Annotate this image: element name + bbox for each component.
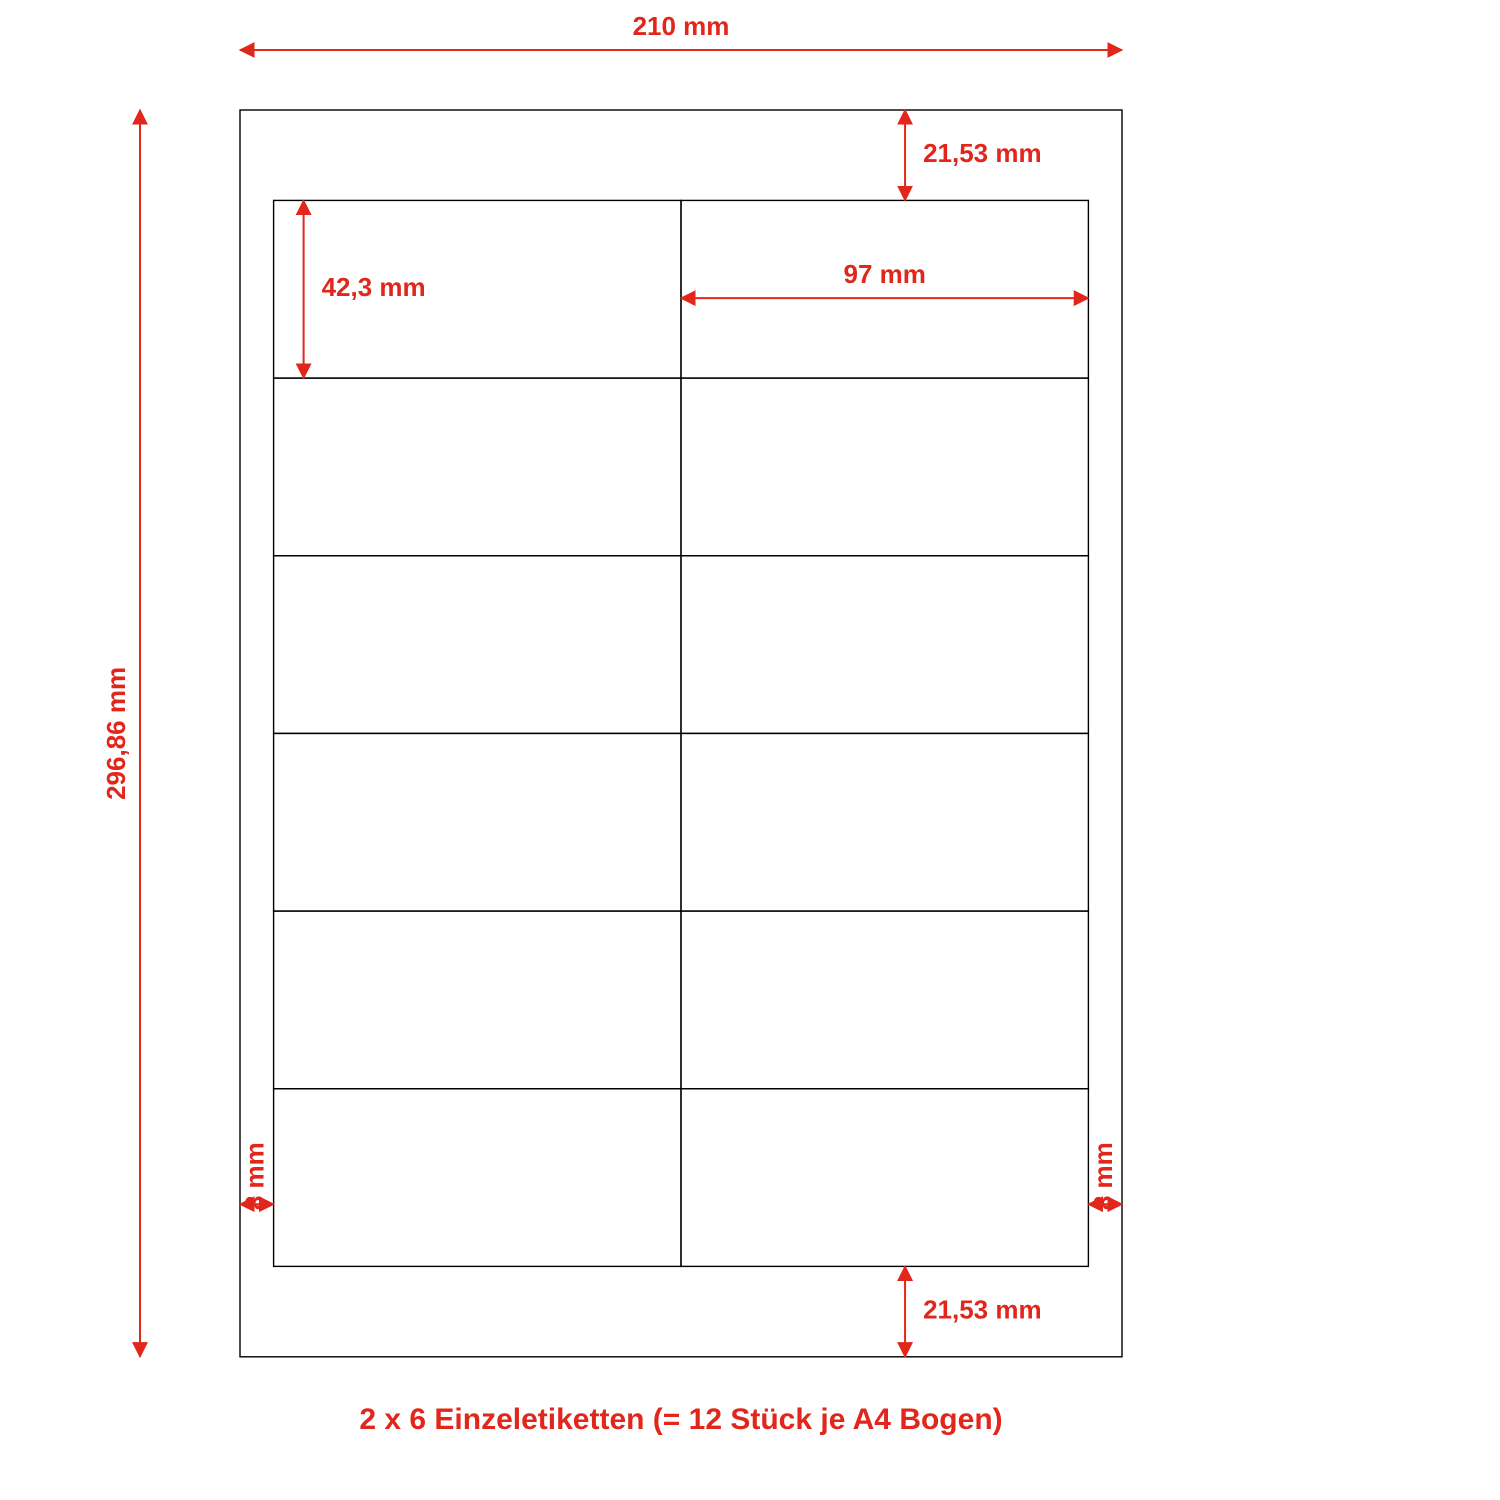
label-cell <box>274 911 681 1089</box>
dim-margin-left-label: 8 mm <box>240 1142 270 1210</box>
dim-total-width-label: 210 mm <box>633 11 730 41</box>
dim-margin-top-label: 21,53 mm <box>923 138 1042 168</box>
dim-label-height-label: 42,3 mm <box>322 272 426 302</box>
label-cell <box>681 378 1088 556</box>
label-cell <box>274 733 681 911</box>
dim-total-height-label: 296,86 mm <box>101 667 131 800</box>
caption: 2 x 6 Einzeletiketten (= 12 Stück je A4 … <box>359 1403 1002 1436</box>
dim-margin-right-label: 8 mm <box>1088 1142 1118 1210</box>
label-cell <box>681 556 1088 734</box>
label-cell <box>274 1089 681 1267</box>
label-cell <box>681 911 1088 1089</box>
label-cell <box>274 556 681 734</box>
label-cell <box>681 1089 1088 1267</box>
label-cell <box>274 378 681 556</box>
label-cell <box>681 200 1088 378</box>
dim-label-width-label: 97 mm <box>844 259 926 289</box>
label-sheet-diagram: 210 mm 296,86 mm 21,53 mm 21,53 mm 97 mm 42,3… <box>0 0 1500 1500</box>
label-cell <box>681 733 1088 911</box>
dim-margin-bottom-label: 21,53 mm <box>923 1294 1042 1324</box>
